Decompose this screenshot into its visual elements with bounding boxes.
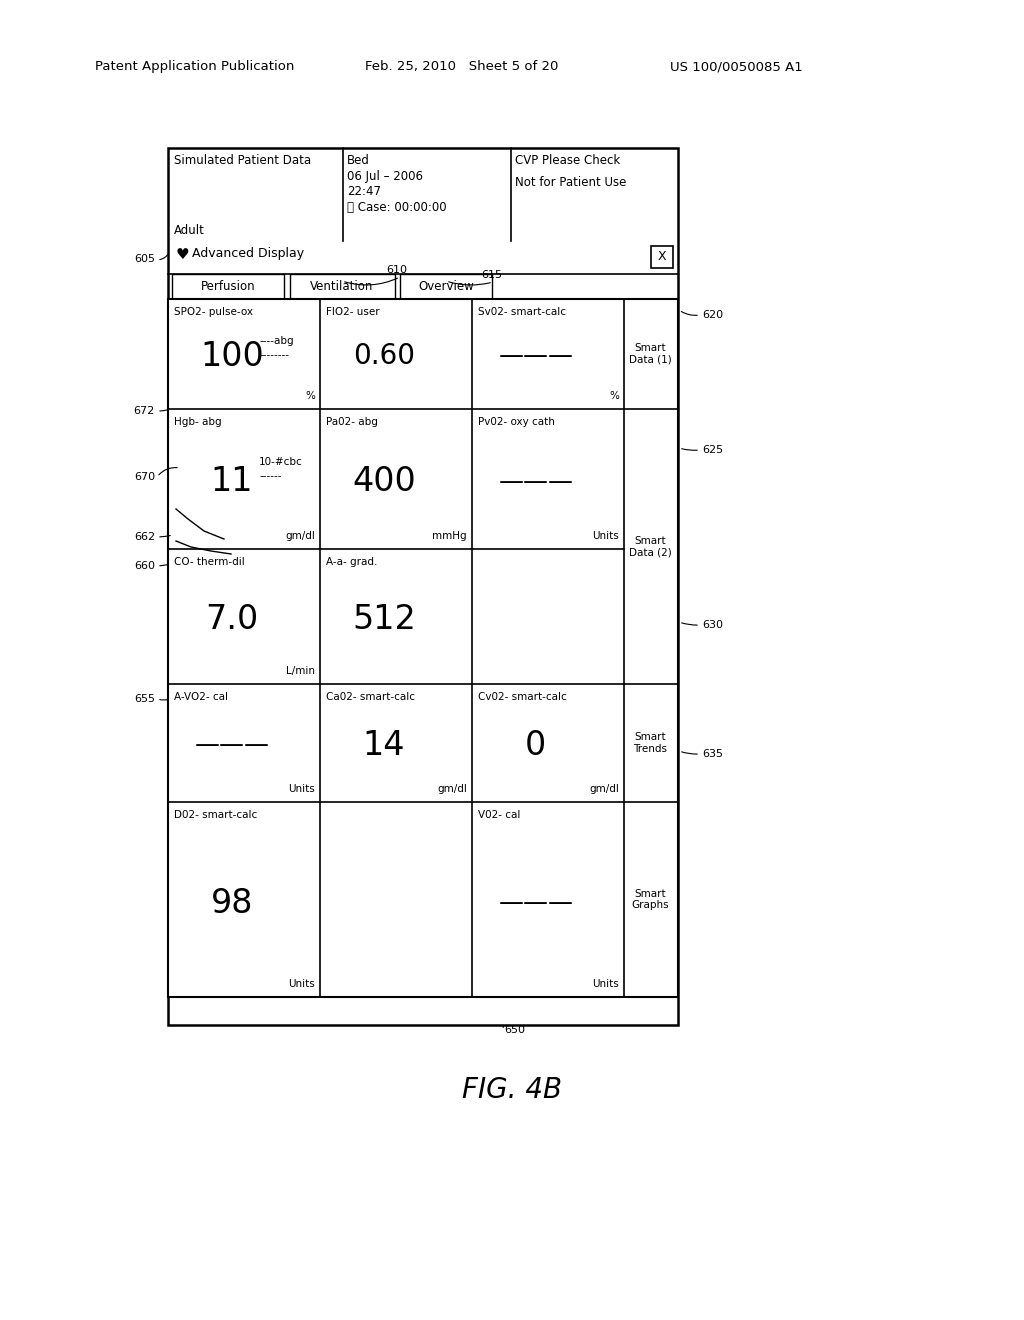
Text: Simulated Patient Data: Simulated Patient Data: [174, 154, 311, 168]
Text: US 100/0050085 A1: US 100/0050085 A1: [670, 59, 803, 73]
Text: Advanced Display: Advanced Display: [193, 247, 304, 260]
Text: L/min: L/min: [286, 667, 315, 676]
Text: --------: --------: [259, 350, 289, 360]
Text: 06 Jul – 2006: 06 Jul – 2006: [347, 170, 423, 183]
Text: 625: 625: [702, 445, 723, 455]
Text: Sv02- smart-calc: Sv02- smart-calc: [478, 308, 566, 317]
Text: 630: 630: [702, 620, 723, 630]
Text: X: X: [657, 251, 667, 264]
Text: FIO2- user: FIO2- user: [326, 308, 380, 317]
Text: 655: 655: [134, 694, 155, 704]
Bar: [168, 300, 678, 997]
Text: ⓘ Case: 00:00:00: ⓘ Case: 00:00:00: [347, 201, 446, 214]
Text: ———: ———: [499, 470, 573, 494]
Text: Pa02- abg: Pa02- abg: [326, 417, 378, 426]
Text: 662: 662: [134, 532, 155, 543]
Text: 0.60: 0.60: [353, 342, 415, 370]
Text: 10-#cbc: 10-#cbc: [259, 457, 303, 467]
Text: %: %: [609, 391, 618, 401]
Text: gm/dl: gm/dl: [589, 784, 618, 795]
Text: 660: 660: [134, 561, 155, 572]
Text: FIG. 4B: FIG. 4B: [462, 1076, 562, 1104]
Text: Pv02- oxy cath: Pv02- oxy cath: [478, 417, 555, 426]
Text: ———: ———: [195, 734, 269, 758]
Text: ----abg: ----abg: [259, 335, 294, 346]
Text: Smart
Data (2): Smart Data (2): [629, 536, 672, 557]
Text: 670: 670: [134, 473, 155, 482]
Text: ———: ———: [499, 345, 573, 368]
Bar: [168, 148, 678, 1026]
Text: Feb. 25, 2010   Sheet 5 of 20: Feb. 25, 2010 Sheet 5 of 20: [365, 59, 558, 73]
Text: ♥: ♥: [176, 247, 189, 261]
Text: Patent Application Publication: Patent Application Publication: [95, 59, 294, 73]
Text: Overview: Overview: [418, 280, 474, 293]
Text: 620: 620: [702, 310, 723, 319]
Text: 610: 610: [386, 265, 408, 275]
Text: A-VO2- cal: A-VO2- cal: [174, 692, 228, 702]
Text: Units: Units: [288, 979, 315, 989]
Text: Perfusion: Perfusion: [201, 280, 255, 293]
Text: gm/dl: gm/dl: [285, 531, 315, 541]
Text: 605: 605: [134, 253, 155, 264]
Text: 11: 11: [211, 465, 253, 498]
Text: ------: ------: [259, 471, 282, 482]
Text: 615: 615: [481, 271, 503, 280]
Text: CO- therm-dil: CO- therm-dil: [174, 557, 245, 568]
Text: CVP Please Check: CVP Please Check: [515, 154, 621, 168]
Text: 98: 98: [211, 887, 253, 920]
Text: 635: 635: [702, 748, 723, 759]
Text: 650: 650: [504, 1026, 525, 1035]
Text: Cv02- smart-calc: Cv02- smart-calc: [478, 692, 566, 702]
Text: 7.0: 7.0: [205, 603, 258, 636]
Text: 400: 400: [352, 465, 416, 498]
Text: Bed: Bed: [347, 154, 370, 168]
Text: Ventilation: Ventilation: [310, 280, 374, 293]
Text: gm/dl: gm/dl: [437, 784, 467, 795]
Text: Smart
Data (1): Smart Data (1): [629, 343, 672, 364]
Text: Ca02- smart-calc: Ca02- smart-calc: [326, 692, 415, 702]
Text: Hgb- abg: Hgb- abg: [174, 417, 221, 426]
Text: mmHg: mmHg: [432, 531, 467, 541]
Bar: [400, 275, 492, 300]
Text: Units: Units: [288, 784, 315, 795]
Text: D02- smart-calc: D02- smart-calc: [174, 810, 257, 820]
Text: 0: 0: [525, 729, 547, 762]
Text: ———: ———: [499, 891, 573, 915]
Text: Units: Units: [592, 531, 618, 541]
Text: 22:47: 22:47: [347, 185, 381, 198]
Text: Smart
Trends: Smart Trends: [633, 733, 667, 754]
Bar: [172, 275, 284, 300]
Text: Adult: Adult: [174, 224, 205, 238]
Text: 14: 14: [362, 729, 406, 762]
Text: Units: Units: [592, 979, 618, 989]
Text: A-a- grad.: A-a- grad.: [326, 557, 378, 568]
Text: V02- cal: V02- cal: [478, 810, 520, 820]
Bar: [290, 275, 395, 300]
Text: Not for Patient Use: Not for Patient Use: [515, 176, 627, 189]
Text: 512: 512: [352, 603, 416, 636]
Text: 100: 100: [200, 339, 264, 372]
Text: 672: 672: [134, 407, 155, 416]
Text: Smart
Graphs: Smart Graphs: [631, 888, 669, 911]
Bar: [651, 246, 673, 268]
Text: %: %: [305, 391, 315, 401]
Text: SPO2- pulse-ox: SPO2- pulse-ox: [174, 308, 253, 317]
